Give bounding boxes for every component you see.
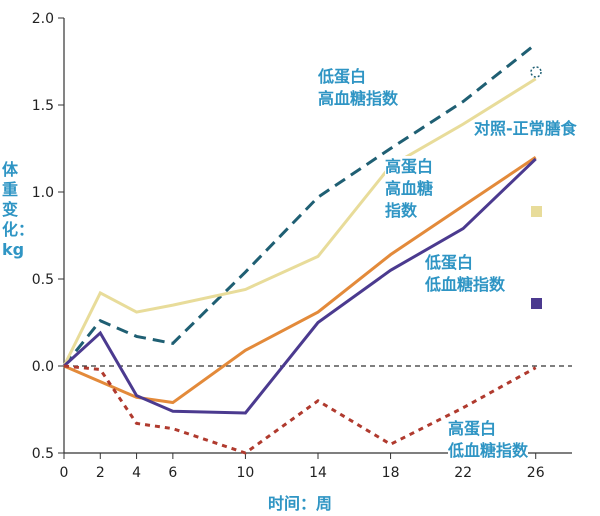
series-line [63, 364, 537, 455]
marker-icon [530, 66, 542, 78]
series-line [62, 77, 537, 367]
series-line [62, 42, 537, 367]
y-tick-label: 2.0 [32, 11, 54, 27]
series-line [62, 157, 537, 415]
x-axis-label: 时间：周 [267, 494, 332, 513]
x-tick-label: 6 [168, 465, 177, 481]
marker-icon [531, 206, 542, 217]
series-label: 高蛋白 高血糖 指数 [385, 156, 434, 222]
x-tick-label: 14 [309, 465, 327, 481]
y-tick-label: 0.5 [32, 446, 54, 462]
x-tick-label: 2 [96, 465, 105, 481]
series-label: 低蛋白 低血糖指数 [425, 253, 506, 294]
y-tick-label: 0.0 [32, 359, 54, 375]
x-tick-label: 26 [527, 465, 545, 481]
y-tick-label: 1.0 [32, 185, 54, 201]
series-line [63, 155, 537, 405]
y-tick-label: 1.5 [32, 98, 54, 114]
x-tick-label: 18 [382, 465, 400, 481]
marker-icon [531, 298, 542, 309]
x-tick-label: 0 [60, 465, 69, 481]
y-axis-label: 体重变化：kg [2, 160, 35, 259]
series-label: 高蛋白 低血糖指数 [448, 418, 529, 462]
x-tick-label: 10 [237, 465, 255, 481]
x-tick-label: 22 [454, 465, 472, 481]
series-label: 低蛋白 高血糖指数 [318, 67, 399, 108]
x-tick-label: 4 [132, 465, 141, 481]
y-tick-label: 0.5 [32, 272, 54, 288]
series-label: 对照-正常膳食 [474, 119, 577, 138]
